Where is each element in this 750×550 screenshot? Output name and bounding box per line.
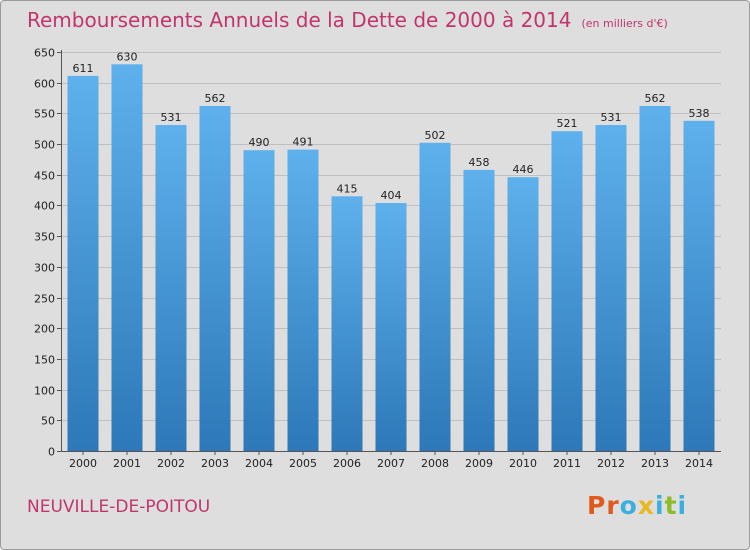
data-label-2001: 630 (117, 50, 138, 63)
data-label-2012: 531 (601, 111, 622, 124)
data-label-2003: 562 (205, 92, 226, 105)
bar-2014[interactable] (683, 120, 715, 452)
y-tick-label: 0 (48, 446, 55, 459)
y-tick-label: 200 (34, 323, 55, 336)
data-label-2014: 538 (689, 107, 710, 120)
y-tick-label: 450 (34, 170, 55, 183)
data-label-2000: 611 (73, 62, 94, 75)
bar-2005[interactable] (287, 149, 319, 451)
logo-letter: i (677, 491, 688, 520)
chart-title: Remboursements Annuels de la Dette de 20… (27, 8, 572, 32)
data-label-2004: 490 (249, 136, 270, 149)
bar-2009[interactable] (463, 169, 495, 451)
y-tick-label: 350 (34, 231, 55, 244)
bars (67, 64, 715, 452)
bar-2010[interactable] (507, 177, 539, 451)
logo-letter: t (664, 491, 678, 520)
bar-2006[interactable] (331, 196, 363, 451)
y-tick-label: 650 (34, 47, 55, 60)
bar-2007[interactable] (375, 203, 407, 451)
data-label-2002: 531 (161, 111, 182, 124)
logo-letter: i (655, 491, 665, 520)
data-label-2013: 562 (645, 92, 666, 105)
bar-2004[interactable] (243, 150, 275, 451)
data-label-2005: 491 (293, 136, 314, 149)
data-label-2006: 415 (337, 182, 358, 195)
x-tick-label-2007: 2007 (377, 457, 405, 470)
bar-2008[interactable] (419, 142, 451, 452)
title-row: Remboursements Annuels de la Dette de 20… (27, 8, 668, 32)
x-tick-label-2000: 2000 (69, 457, 97, 470)
x-tick-label-2012: 2012 (597, 457, 625, 470)
town-name: NEUVILLE-DE-POITOU (27, 497, 211, 517)
bar-2002[interactable] (155, 125, 187, 451)
x-tick-label-2014: 2014 (685, 457, 713, 470)
bar-2001[interactable] (111, 64, 143, 452)
chart-unit: (en milliers d'€) (581, 17, 668, 30)
labels: 0 50 100 150 200 250 300 350 400 450 500 550 600 650 6… (34, 47, 713, 471)
bar-2011[interactable] (551, 131, 583, 451)
data-label-2007: 404 (381, 189, 402, 202)
bar-2003[interactable] (199, 106, 231, 451)
y-tick-label: 550 (34, 108, 55, 121)
x-tick-label-2001: 2001 (113, 457, 141, 470)
x-tick-label-2004: 2004 (245, 457, 273, 470)
data-label-2009: 458 (469, 156, 490, 169)
x-tick-label-2011: 2011 (553, 457, 581, 470)
data-label-2011: 521 (557, 117, 578, 130)
y-tick-label: 100 (34, 385, 55, 398)
bar-2012[interactable] (595, 125, 627, 451)
y-tick-label: 500 (34, 139, 55, 152)
x-tick-label-2008: 2008 (421, 457, 449, 470)
y-tick-label: 600 (34, 78, 55, 91)
y-tick-label: 150 (34, 354, 55, 367)
logo-letter: x (637, 491, 655, 520)
axes (57, 50, 721, 455)
proxiti-logo[interactable]: Proxiti (587, 491, 687, 520)
data-label-2008: 502 (425, 129, 446, 142)
data-label-2010: 446 (513, 163, 534, 176)
logo-letter: r (606, 491, 620, 520)
y-tick-label: 300 (34, 262, 55, 275)
bar-2000[interactable] (67, 75, 99, 452)
x-tick-label-2003: 2003 (201, 457, 229, 470)
x-tick-label-2005: 2005 (289, 457, 317, 470)
x-tick-label-2009: 2009 (465, 457, 493, 470)
y-tick-label: 400 (34, 200, 55, 213)
y-tick-label: 50 (41, 415, 55, 428)
x-tick-label-2002: 2002 (157, 457, 185, 470)
logo-letter: o (619, 491, 638, 520)
logo-letter: P (587, 491, 607, 520)
x-tick-label-2006: 2006 (333, 457, 361, 470)
x-tick-label-2013: 2013 (641, 457, 669, 470)
y-tick-label: 250 (34, 293, 55, 306)
x-tick-label-2010: 2010 (509, 457, 537, 470)
bar-2013[interactable] (639, 106, 671, 451)
